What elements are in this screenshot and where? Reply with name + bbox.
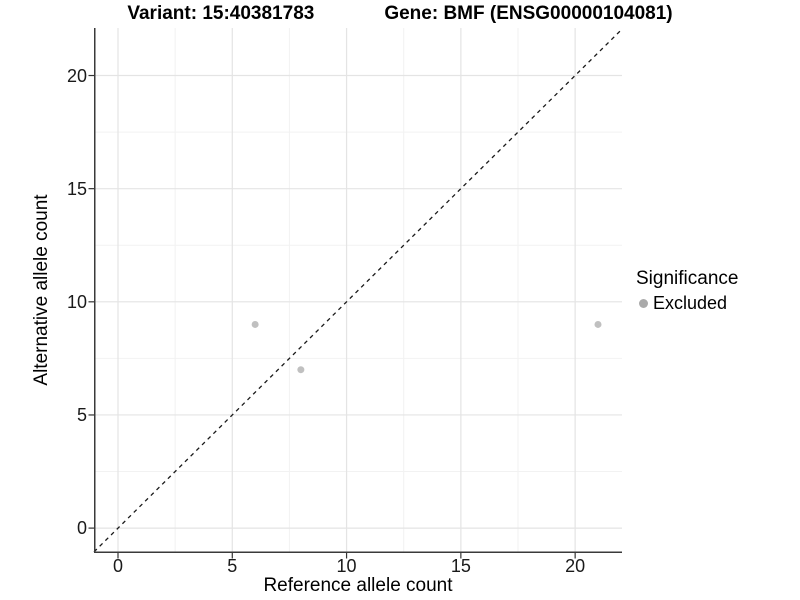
legend-entry-label: Excluded (653, 293, 728, 313)
data-point (594, 320, 602, 328)
gene-title: Gene: BMF (ENSG00000104081) (384, 3, 673, 24)
x-axis-title: Reference allele count (263, 575, 453, 596)
plot-titles: Variant: 15:40381783 Gene: BMF (ENSG0000… (0, 3, 800, 25)
legend: Significance Excluded (636, 268, 738, 314)
plot-panel (88, 28, 623, 559)
y-tick-label: 20 (66, 65, 87, 86)
legend-entry-excluded: Excluded (636, 293, 738, 314)
data-point (251, 320, 259, 328)
data-point (297, 366, 305, 374)
y-tick-label: 15 (66, 178, 87, 199)
x-tick-label: 5 (227, 556, 238, 576)
x-tick-label: 20 (565, 556, 586, 576)
identity-dashed-line (93, 28, 623, 553)
x-tick-label: 0 (112, 556, 123, 576)
x-tick-label: 15 (450, 556, 471, 576)
y-tick-label: 10 (66, 291, 87, 312)
x-tick-label: 10 (336, 556, 357, 576)
y-tick-label: 5 (76, 404, 87, 425)
legend-point-icon (639, 299, 648, 308)
legend-title: Significance (636, 268, 739, 289)
variant-title: Variant: 15:40381783 (127, 3, 315, 24)
y-tick-label: 0 (76, 518, 87, 539)
